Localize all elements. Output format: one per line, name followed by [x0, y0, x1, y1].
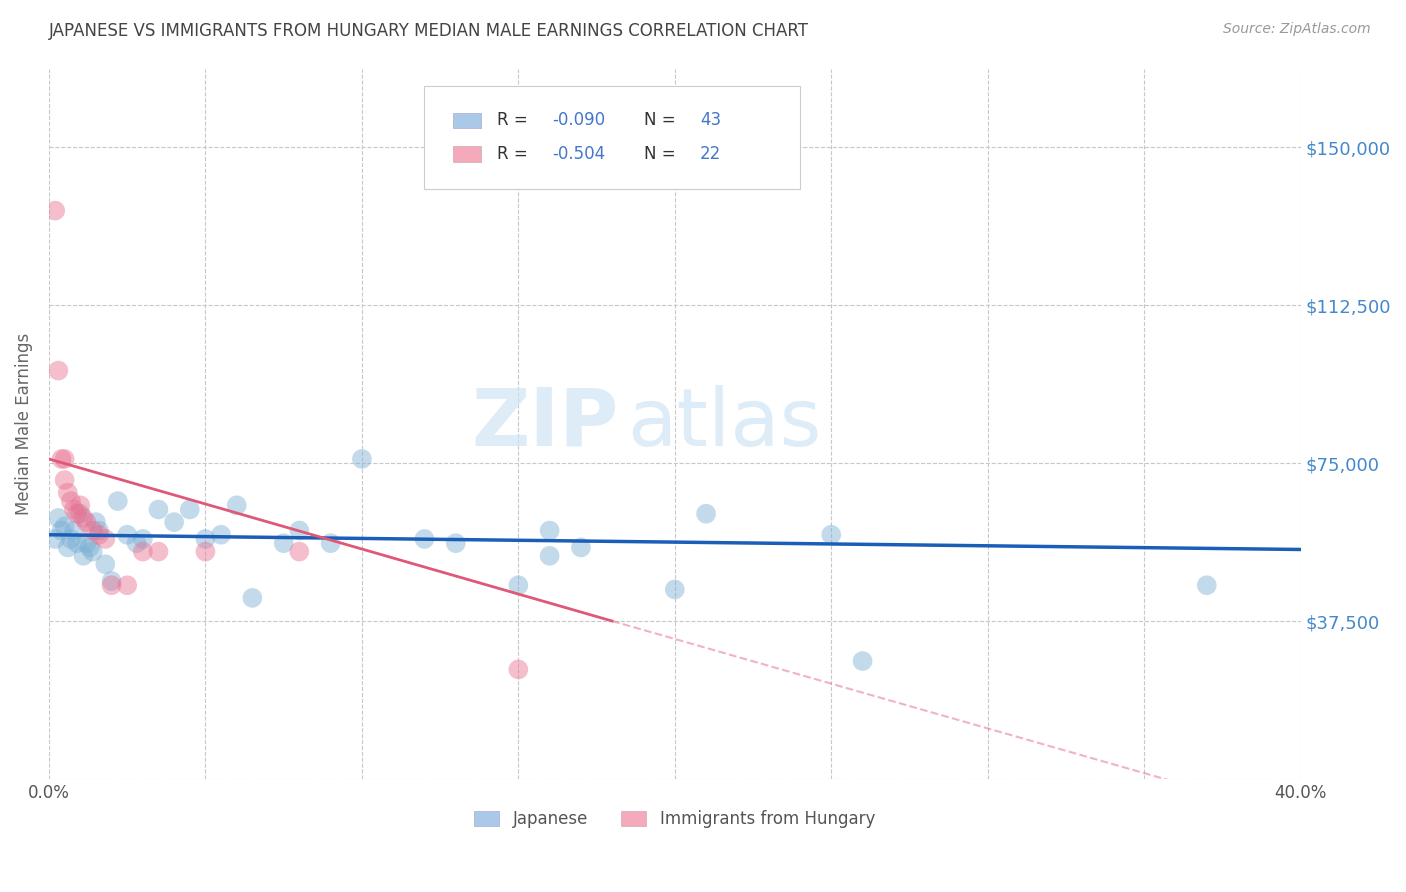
Point [664, 582, 686, 597]
Point [66, 536, 89, 550]
Point [100, 574, 122, 588]
Point [56, 541, 79, 555]
Point [107, 494, 129, 508]
Point [69, 498, 91, 512]
Point [53, 452, 76, 467]
Point [82, 524, 104, 538]
Point [44, 532, 66, 546]
Point [851, 654, 873, 668]
Point [179, 502, 201, 516]
Point [148, 544, 170, 558]
Point [538, 549, 561, 563]
Point [76, 515, 98, 529]
Point [148, 502, 170, 516]
Point [569, 541, 592, 555]
Point [66, 507, 89, 521]
Point [240, 591, 263, 605]
Point [51, 452, 73, 467]
Point [48, 511, 70, 525]
Point [413, 532, 436, 546]
Point [444, 536, 467, 550]
Point [51, 524, 73, 538]
Point [63, 502, 86, 516]
Bar [453, 112, 481, 128]
Point [72, 549, 94, 563]
Point [132, 544, 155, 558]
Point [87, 527, 110, 541]
Point [538, 524, 561, 538]
Point [319, 536, 342, 550]
Point [56, 485, 79, 500]
Text: N =: N = [644, 112, 681, 129]
Text: ZIP: ZIP [471, 384, 619, 463]
Point [59, 532, 82, 546]
Point [194, 532, 217, 546]
Point [273, 536, 295, 550]
Point [350, 452, 373, 467]
Point [194, 544, 217, 558]
Point [72, 511, 94, 525]
Point [94, 558, 117, 572]
Point [59, 494, 82, 508]
Point [125, 536, 148, 550]
Point [288, 524, 311, 538]
Point [69, 507, 91, 521]
Text: Source: ZipAtlas.com: Source: ZipAtlas.com [1223, 22, 1371, 37]
Text: 43: 43 [700, 112, 721, 129]
Point [163, 515, 186, 529]
Y-axis label: Median Male Earnings: Median Male Earnings [15, 333, 32, 515]
Bar [453, 146, 481, 161]
Text: atlas: atlas [627, 384, 821, 463]
Text: -0.090: -0.090 [553, 112, 605, 129]
Point [132, 532, 155, 546]
Point [209, 527, 232, 541]
Point [44, 203, 66, 218]
Point [225, 498, 247, 512]
Text: R =: R = [498, 145, 533, 162]
Point [63, 524, 86, 538]
Point [53, 519, 76, 533]
Point [94, 532, 117, 546]
Point [695, 507, 717, 521]
Point [288, 544, 311, 558]
Point [115, 527, 138, 541]
Point [48, 363, 70, 377]
Text: R =: R = [498, 112, 533, 129]
Point [115, 578, 138, 592]
Text: 22: 22 [700, 145, 721, 162]
Point [76, 536, 98, 550]
Point [79, 541, 101, 555]
Point [1195, 578, 1218, 592]
Point [82, 544, 104, 558]
Text: N =: N = [644, 145, 681, 162]
Point [508, 578, 530, 592]
Text: -0.504: -0.504 [553, 145, 605, 162]
Point [84, 515, 107, 529]
Legend: Japanese, Immigrants from Hungary: Japanese, Immigrants from Hungary [468, 803, 882, 835]
FancyBboxPatch shape [425, 87, 800, 189]
Point [100, 578, 122, 592]
Point [53, 473, 76, 487]
Point [87, 524, 110, 538]
Point [508, 663, 530, 677]
Point [820, 527, 842, 541]
Text: JAPANESE VS IMMIGRANTS FROM HUNGARY MEDIAN MALE EARNINGS CORRELATION CHART: JAPANESE VS IMMIGRANTS FROM HUNGARY MEDI… [49, 22, 810, 40]
